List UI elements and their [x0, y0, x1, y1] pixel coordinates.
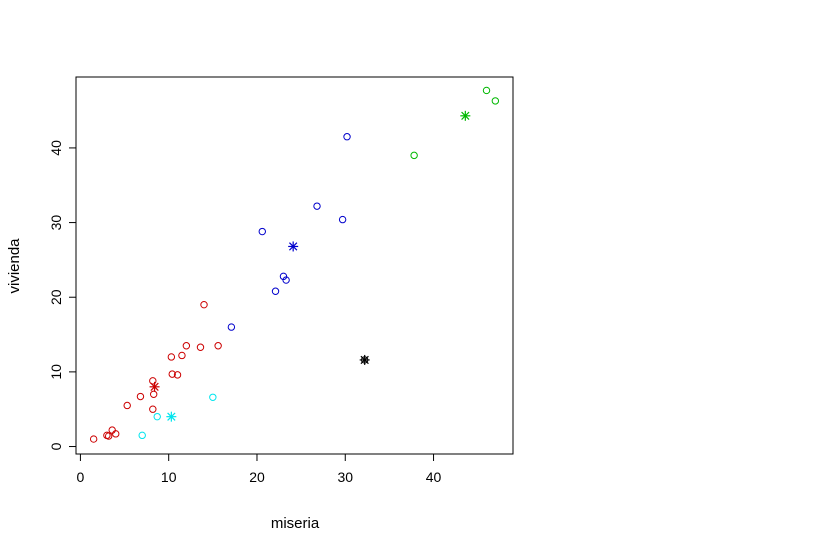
data-point — [149, 405, 157, 413]
y-tick-label: 10 — [48, 364, 64, 380]
data-point — [258, 227, 266, 236]
y-axis: 0 10 20 30 40 — [48, 140, 77, 450]
data-point — [89, 435, 98, 443]
data-point — [153, 412, 161, 421]
data-point — [482, 86, 491, 95]
y-tick-label: 30 — [48, 215, 64, 231]
plot-frame — [75, 76, 514, 455]
data-point — [214, 342, 222, 350]
x-tick-label: 20 — [249, 469, 265, 485]
data-point — [173, 371, 182, 379]
data-point — [282, 276, 290, 284]
x-tick-label: 0 — [77, 469, 85, 485]
data-point — [136, 392, 145, 401]
data-point — [123, 401, 131, 410]
data-point — [167, 353, 176, 361]
x-axis-title: miseria — [271, 515, 320, 532]
data-point — [343, 133, 351, 141]
data-point — [149, 390, 158, 398]
cluster-center-marker — [460, 110, 471, 121]
data-point — [112, 430, 120, 438]
data-point — [200, 300, 208, 309]
cluster-center-marker — [359, 354, 370, 365]
data-point — [410, 151, 418, 160]
data-point — [338, 215, 347, 224]
data-point — [168, 370, 176, 378]
cluster-center-marker — [166, 411, 177, 422]
data-point — [138, 431, 146, 440]
data-point — [279, 272, 288, 281]
y-tick-label: 40 — [48, 140, 64, 156]
x-axis: 0 10 20 30 40 — [77, 453, 442, 485]
y-tick-label: 0 — [48, 442, 64, 450]
data-point — [313, 202, 321, 210]
data-point — [108, 426, 116, 434]
data-point — [209, 393, 217, 401]
data-point — [271, 287, 280, 295]
x-tick-label: 30 — [337, 469, 353, 485]
cluster-center-marker — [149, 381, 160, 392]
data-point — [178, 351, 186, 360]
y-tick-label: 20 — [48, 289, 64, 305]
data-point — [491, 97, 500, 105]
data-point — [227, 323, 236, 331]
data-point — [149, 377, 157, 385]
cluster-centers — [149, 110, 471, 422]
x-tick-label: 10 — [161, 469, 177, 485]
data-point — [196, 343, 205, 351]
data-point — [182, 342, 191, 350]
data-point — [104, 432, 113, 440]
x-tick-label: 40 — [426, 469, 442, 485]
data-points — [89, 86, 500, 443]
cluster-center-marker — [288, 241, 299, 252]
y-axis-title: vivienda — [6, 238, 23, 294]
